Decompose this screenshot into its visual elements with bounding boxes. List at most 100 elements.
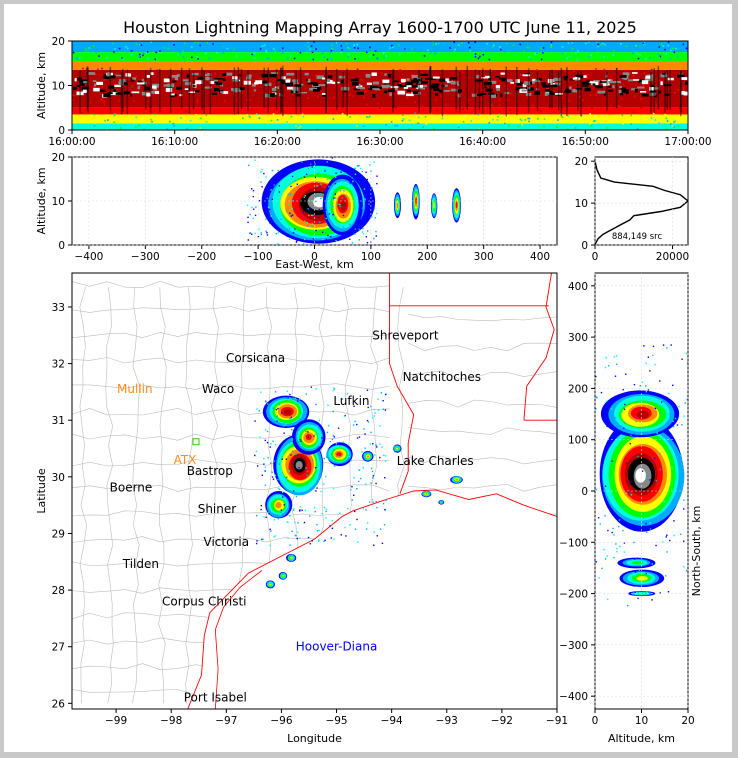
core-streak bbox=[554, 82, 561, 86]
source-speck bbox=[194, 41, 196, 43]
ew-speck bbox=[260, 181, 262, 183]
source-speck bbox=[436, 109, 439, 112]
source-speck bbox=[602, 86, 604, 88]
source-speck bbox=[98, 55, 100, 57]
ew-speck bbox=[260, 233, 263, 236]
source-speck bbox=[128, 99, 131, 101]
plan-speck bbox=[385, 455, 387, 457]
plan-speck bbox=[287, 537, 289, 539]
core-streak bbox=[318, 84, 326, 87]
plan-speck bbox=[371, 470, 374, 473]
source-speck bbox=[496, 119, 499, 121]
plan-speck bbox=[373, 454, 376, 456]
ew-speck bbox=[373, 237, 375, 240]
source-speck bbox=[627, 45, 629, 47]
ns-speck bbox=[649, 522, 651, 524]
ew-speck bbox=[318, 181, 320, 183]
source-speck bbox=[93, 85, 95, 88]
source-speck bbox=[353, 44, 355, 47]
core-streak bbox=[569, 86, 572, 90]
ew-speck bbox=[290, 214, 292, 217]
source-speck bbox=[660, 119, 662, 122]
core-streak bbox=[174, 76, 179, 81]
source-speck bbox=[614, 42, 617, 44]
ns-storm-cell bbox=[631, 561, 644, 565]
source-speck bbox=[72, 51, 75, 54]
core-streak bbox=[500, 93, 503, 98]
ns-speck bbox=[677, 496, 679, 498]
core-streak bbox=[153, 87, 157, 91]
source-speck bbox=[269, 70, 272, 72]
source-speck bbox=[582, 43, 584, 46]
core-streak bbox=[115, 92, 124, 95]
source-speck bbox=[200, 44, 203, 47]
source-speck bbox=[551, 48, 554, 51]
core-streak bbox=[662, 73, 666, 75]
source-speck bbox=[173, 44, 175, 46]
source-speck bbox=[343, 50, 346, 52]
city-label: Lufkin bbox=[333, 394, 369, 408]
ew-speck bbox=[304, 220, 306, 223]
source-speck bbox=[498, 111, 500, 114]
ns-speck bbox=[621, 520, 624, 523]
plan-x-tick-label: −98 bbox=[160, 715, 182, 727]
core-streak bbox=[552, 84, 558, 88]
ew-speck bbox=[323, 190, 325, 192]
source-speck bbox=[543, 125, 545, 128]
source-speck bbox=[586, 77, 589, 79]
source-speck bbox=[604, 43, 606, 46]
source-speck bbox=[449, 73, 451, 75]
ew-speck bbox=[339, 203, 341, 206]
ns-speck bbox=[645, 522, 647, 525]
source-speck bbox=[534, 52, 537, 55]
city-label: Corpus Christi bbox=[162, 594, 247, 608]
source-speck bbox=[490, 70, 493, 72]
core-streak bbox=[80, 82, 85, 86]
source-speck bbox=[499, 46, 501, 48]
core-streak bbox=[431, 85, 439, 89]
ns-speck bbox=[625, 462, 628, 464]
source-speck bbox=[682, 86, 685, 89]
plan-speck bbox=[310, 386, 313, 388]
source-speck bbox=[295, 117, 298, 120]
ns-speck bbox=[682, 473, 685, 475]
source-speck bbox=[226, 47, 229, 50]
ew-speck bbox=[301, 161, 303, 163]
ew-speck bbox=[344, 186, 347, 188]
core-streak bbox=[485, 75, 491, 79]
flash-column bbox=[144, 69, 147, 110]
plan-speck bbox=[309, 515, 311, 517]
source-speck bbox=[310, 45, 313, 47]
source-speck bbox=[623, 95, 626, 98]
source-speck bbox=[331, 47, 334, 50]
ew-speck bbox=[330, 236, 332, 238]
source-speck bbox=[242, 117, 244, 119]
source-speck bbox=[488, 121, 491, 124]
source-speck bbox=[166, 128, 168, 130]
plan-speck bbox=[356, 488, 358, 490]
core-streak bbox=[222, 90, 229, 94]
source-speck bbox=[339, 111, 342, 114]
ew-speck bbox=[251, 233, 253, 235]
source-speck bbox=[105, 57, 108, 59]
core-streak bbox=[608, 85, 612, 88]
source-speck bbox=[433, 124, 436, 126]
ns-speck bbox=[595, 561, 597, 563]
source-speck bbox=[94, 73, 97, 76]
plan-speck bbox=[380, 392, 383, 394]
ns-speck bbox=[669, 539, 671, 542]
plan-x-tick-label: −97 bbox=[215, 715, 237, 727]
plan-speck bbox=[299, 506, 302, 508]
source-speck bbox=[335, 42, 338, 44]
flash-column bbox=[680, 70, 682, 117]
core-streak bbox=[620, 87, 626, 90]
source-speck bbox=[139, 56, 141, 58]
source-speck bbox=[566, 57, 569, 60]
ns-speck bbox=[630, 434, 632, 437]
ew-speck bbox=[312, 214, 314, 216]
ew-speck bbox=[282, 180, 284, 182]
ew-speck bbox=[352, 180, 354, 183]
source-speck bbox=[88, 47, 91, 49]
source-speck bbox=[368, 116, 370, 118]
source-speck bbox=[128, 44, 131, 46]
